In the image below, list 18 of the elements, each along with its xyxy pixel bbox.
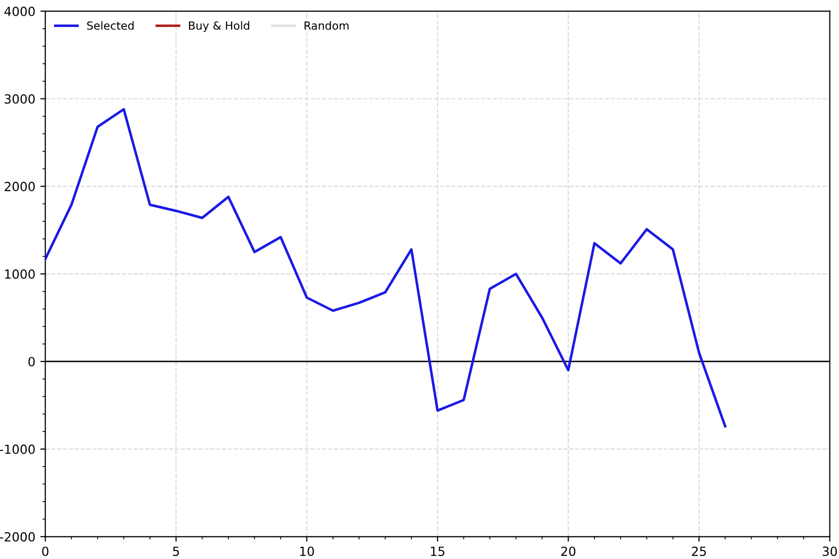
y-tick-label: 2000 bbox=[4, 182, 35, 192]
y-tick-label: 1000 bbox=[5, 269, 35, 279]
x-tick-label: 0 bbox=[42, 546, 48, 556]
y-tick-label: 3000 bbox=[4, 94, 35, 104]
line-series bbox=[45, 108, 726, 428]
x-tick-label: 15 bbox=[430, 546, 444, 556]
legend-label: Selected bbox=[87, 21, 134, 30]
x-tick-label: 25 bbox=[692, 546, 706, 556]
y-tick-label: -1000 bbox=[0, 444, 35, 454]
legend-label: Buy & Hold bbox=[189, 21, 250, 32]
x-tick-label: 5 bbox=[173, 546, 179, 556]
y-tick-label: 4000 bbox=[4, 6, 35, 16]
x-tick-label: 20 bbox=[561, 546, 576, 556]
legend-label: Random bbox=[304, 21, 349, 30]
y-tick-label: -2000 bbox=[0, 532, 35, 542]
x-tick-label: 30 bbox=[822, 546, 837, 556]
x-tick-label: 10 bbox=[300, 546, 314, 556]
y-tick-label: 0 bbox=[28, 356, 35, 366]
